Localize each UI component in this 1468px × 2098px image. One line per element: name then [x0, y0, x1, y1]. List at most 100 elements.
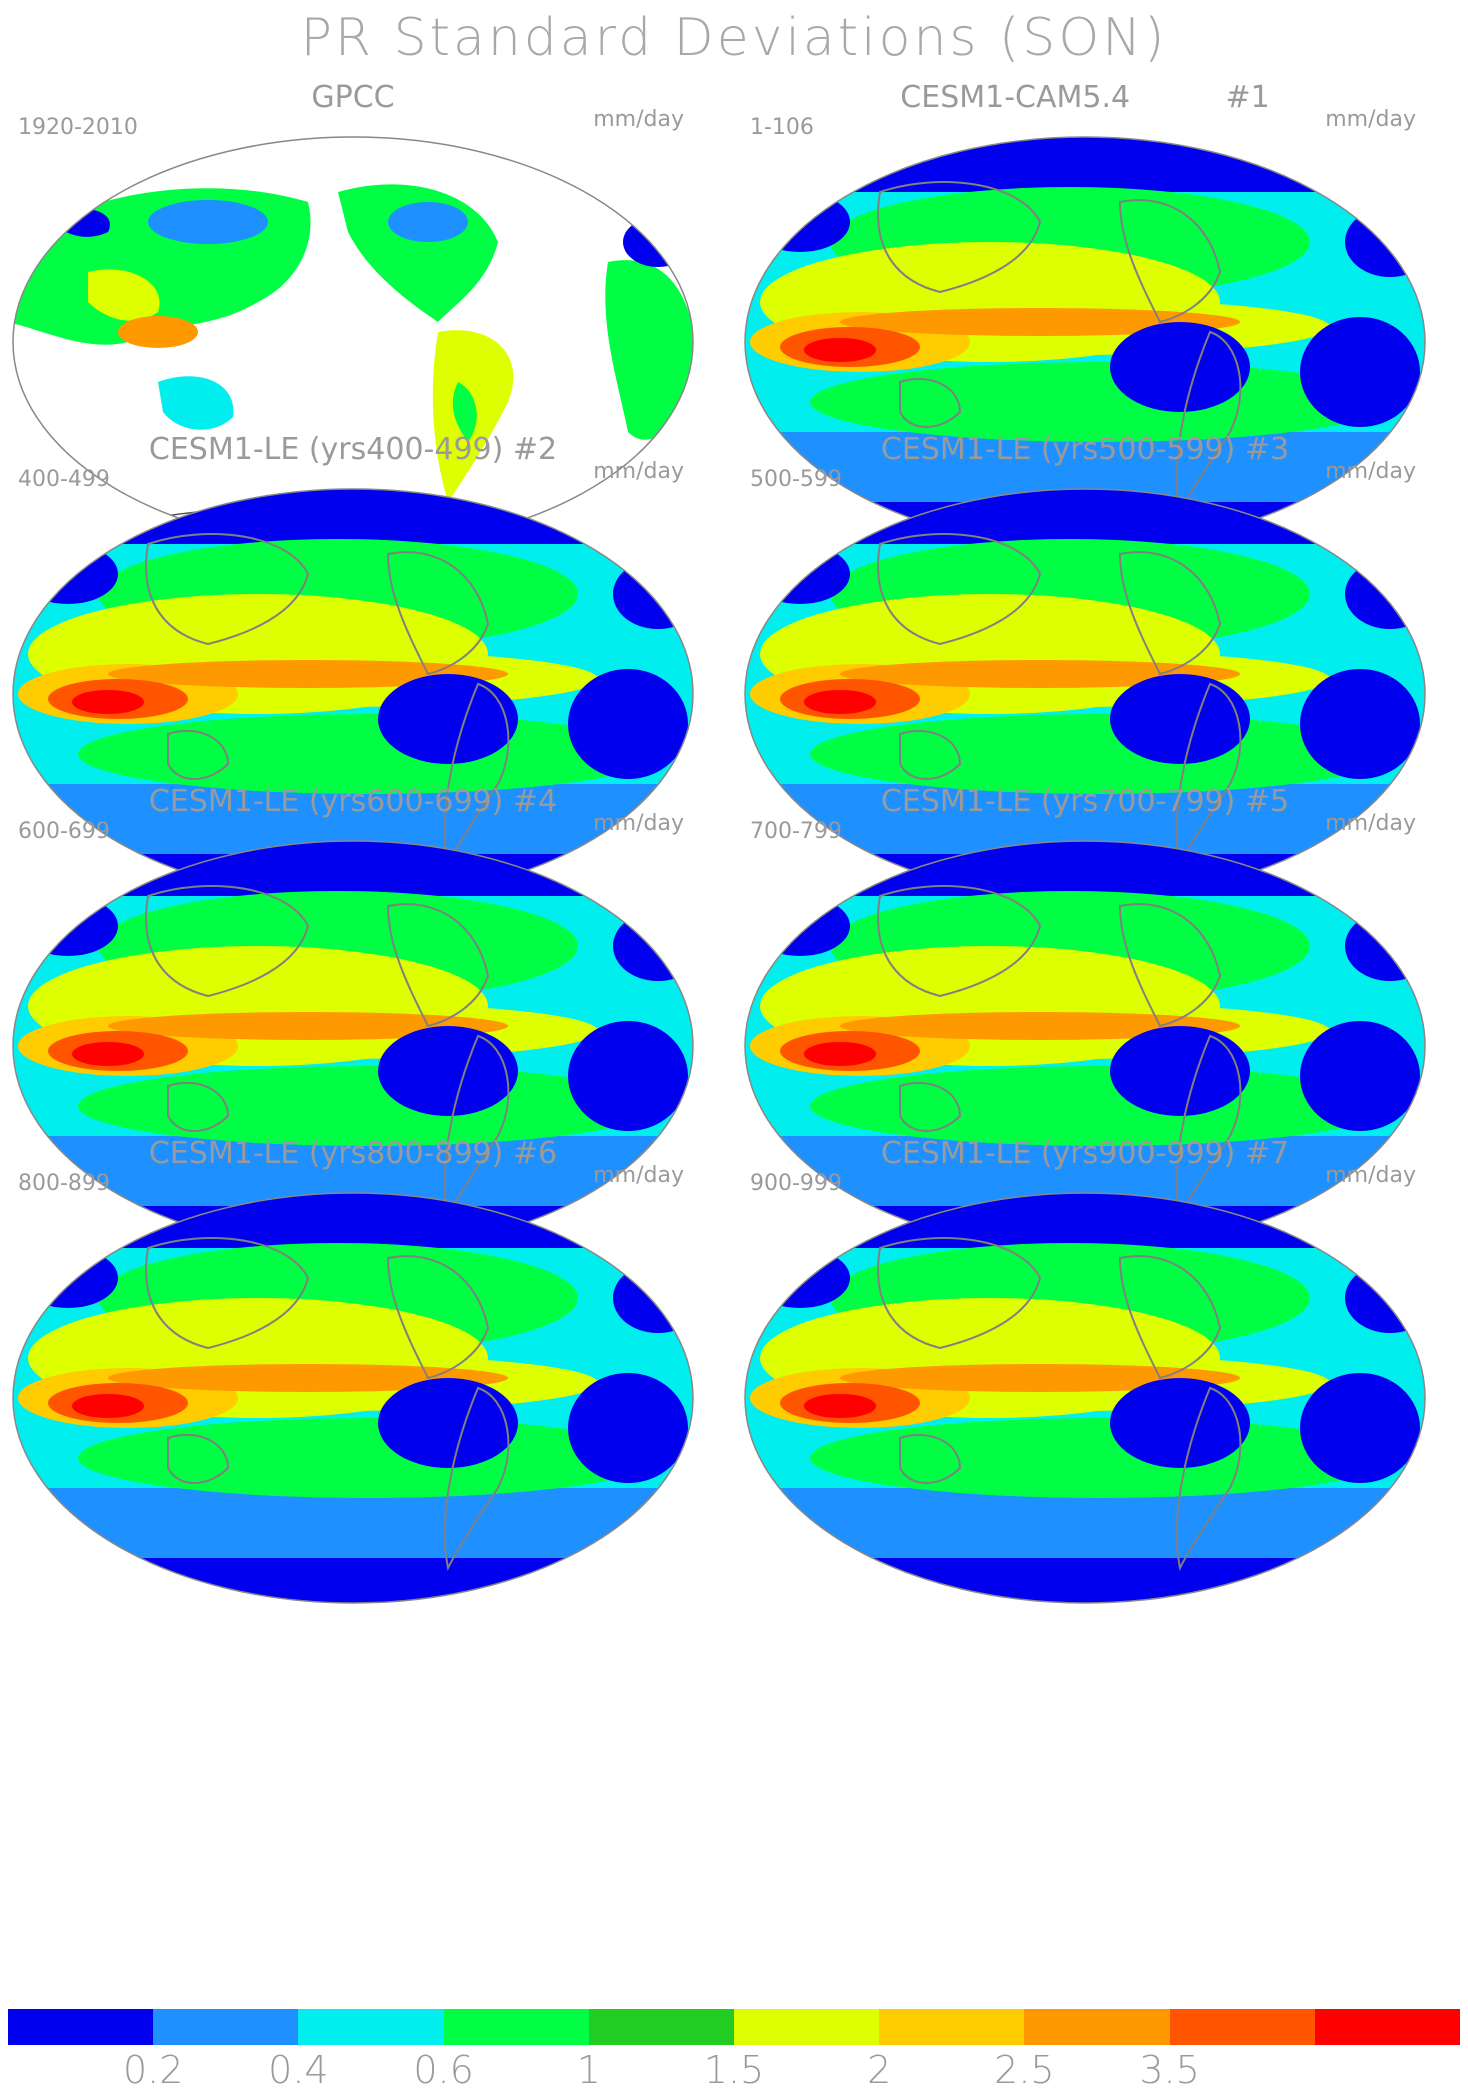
- east-pacific-dry-zone: [378, 674, 518, 764]
- panel-period: 900-999: [750, 1171, 842, 1196]
- arctic-low-band: [13, 1193, 693, 1248]
- colorbar-tick-label: 2: [867, 2048, 892, 2092]
- colorbar-swatch: [153, 2009, 299, 2045]
- panel-period: 1-106: [750, 115, 814, 140]
- south-atlantic-dry-zone: [568, 669, 688, 779]
- warm-pool-max: [804, 1042, 876, 1066]
- east-pacific-dry-zone: [1110, 674, 1250, 764]
- warm-pool-max: [804, 1394, 876, 1418]
- north-america-outline: [1118, 903, 1222, 1028]
- east-pacific-dry-zone: [1110, 1378, 1250, 1468]
- south-america-outline: [1175, 1034, 1242, 1220]
- south-america-outline: [443, 1034, 510, 1220]
- panel-title: CESM1-LE (yrs800-899) #6: [148, 1136, 558, 1171]
- panel-units: mm/day: [1325, 1163, 1416, 1188]
- map-panel: GPCC 1920-2010 mm/day: [8, 80, 698, 550]
- warm-pool-max: [804, 338, 876, 362]
- east-pacific-dry-zone: [1110, 1026, 1250, 1116]
- colorbar-swatch: [1314, 2009, 1461, 2045]
- world-map: [744, 136, 1426, 548]
- asia-outline: [145, 1237, 310, 1350]
- colorbar-swatch: [879, 2009, 1025, 2045]
- north-america-outline: [1118, 551, 1222, 676]
- arctic-low-band: [13, 489, 693, 544]
- north-america-outline: [1118, 199, 1222, 324]
- colorbar-swatch: [298, 2009, 444, 2045]
- antarctic-low-band: [745, 1558, 1425, 1603]
- south-atlantic-dry-zone: [1300, 317, 1420, 427]
- warm-pool-max: [804, 690, 876, 714]
- east-pacific-dry-zone: [378, 1378, 518, 1468]
- australia-outline: [899, 729, 962, 780]
- arctic-low-band: [745, 137, 1425, 192]
- australia-outline: [167, 1433, 230, 1484]
- panel-period: 700-799: [750, 819, 842, 844]
- arctic-low-band: [13, 841, 693, 896]
- south-atlantic-dry-zone: [1300, 669, 1420, 779]
- arctic-low-band: [745, 1193, 1425, 1248]
- colorbar-tick-label: 1: [576, 2048, 601, 2092]
- panel-period: 400-499: [18, 467, 110, 492]
- asia-outline: [145, 885, 310, 998]
- south-america-outline: [443, 1386, 510, 1572]
- panel-units: mm/day: [593, 459, 684, 484]
- world-map: [744, 1192, 1426, 1604]
- map-panel: CESM1-CAM5.4 #1 1-106 mm/day: [740, 80, 1430, 550]
- panel-title: CESM1-LE (yrs900-999) #7: [880, 1136, 1290, 1171]
- world-map: [12, 136, 694, 548]
- panel-units: mm/day: [1325, 811, 1416, 836]
- warm-pool-max: [72, 690, 144, 714]
- east-pacific-dry-zone: [1110, 322, 1250, 412]
- colorbar-tick-label: 1.5: [703, 2048, 765, 2092]
- north-america-outline: [386, 1255, 490, 1380]
- map-panel: CESM1-LE (yrs800-899) #6 800-899 mm/day: [8, 1136, 698, 1606]
- south-atlantic-dry-zone: [568, 1021, 688, 1131]
- colorbar-swatch: [1024, 2009, 1170, 2045]
- panel-title: GPCC: [311, 80, 395, 115]
- warm-pool-max: [72, 1394, 144, 1418]
- australia-land: [158, 376, 234, 430]
- colorbar-swatch: [1169, 2009, 1315, 2045]
- map-panel: CESM1-LE (yrs400-499) #2 400-499 mm/day: [8, 432, 698, 902]
- asia-outline: [877, 533, 1042, 646]
- north-america-outline: [386, 903, 490, 1028]
- south-america-outline: [1175, 1386, 1242, 1572]
- map-panel: CESM1-LE (yrs900-999) #7 900-999 mm/day: [740, 1136, 1430, 1606]
- panel-title: CESM1-LE (yrs700-799) #5: [880, 784, 1290, 819]
- world-map: [12, 1192, 694, 1604]
- asia-outline: [877, 1237, 1042, 1350]
- panel-title: CESM1-LE (yrs500-599) #3: [880, 432, 1290, 467]
- south-america-outline: [1175, 682, 1242, 868]
- world-map: [744, 488, 1426, 900]
- panel-period: 1920-2010: [18, 115, 138, 140]
- figure-title: PR Standard Deviations (SON): [300, 8, 1168, 68]
- world-map: [744, 840, 1426, 1252]
- colorbar-tick-label: 0.6: [413, 2048, 474, 2092]
- panel-units: mm/day: [1325, 459, 1416, 484]
- colorbar-swatch: [734, 2009, 880, 2045]
- panel-title: CESM1-LE (yrs400-499) #2: [148, 432, 558, 467]
- south-atlantic-dry-zone: [568, 1373, 688, 1483]
- colorbar-swatch: [8, 2009, 154, 2045]
- map-border: [744, 1192, 1426, 1604]
- panel-period: 600-699: [18, 819, 110, 844]
- panel-title: CESM1-CAM5.4 #1: [900, 80, 1270, 115]
- colorbar-tick-label: 0.4: [268, 2048, 329, 2092]
- north-america-outline: [1118, 1255, 1222, 1380]
- australia-outline: [899, 377, 962, 428]
- colorbar-tick-label: 0.2: [122, 2048, 184, 2092]
- asia-outline: [877, 885, 1042, 998]
- world-map: [12, 488, 694, 900]
- map-panel: CESM1-LE (yrs700-799) #5 700-799 mm/day: [740, 784, 1430, 1254]
- panel-period: 800-899: [18, 1171, 110, 1196]
- panel-title: CESM1-LE (yrs600-699) #4: [148, 784, 558, 819]
- colorbar-swatch: [443, 2009, 589, 2045]
- australia-outline: [167, 1081, 230, 1132]
- panel-units: mm/day: [593, 1163, 684, 1188]
- colorbar-labels: 0.2 0.4 0.6 1 1.5 2 2.5 3.5: [8, 2048, 1460, 2096]
- panel-period: 500-599: [750, 467, 842, 492]
- map-border: [12, 1192, 694, 1604]
- warm-pool-max: [72, 1042, 144, 1066]
- south-atlantic-dry-zone: [1300, 1373, 1420, 1483]
- colorbar-tick-label: 3.5: [1139, 2048, 1200, 2092]
